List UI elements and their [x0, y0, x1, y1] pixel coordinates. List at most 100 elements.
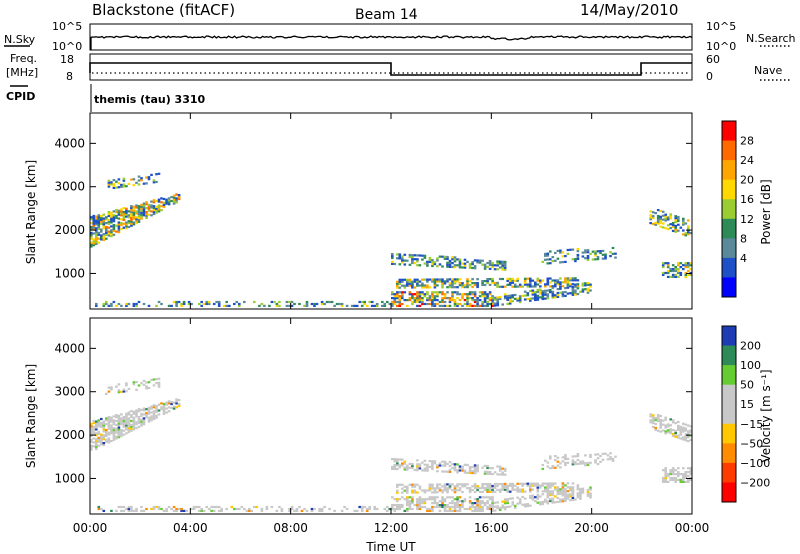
echo-cell	[677, 474, 680, 478]
echo-cell	[677, 219, 680, 222]
echo-cell	[586, 281, 590, 285]
echo-cell	[534, 297, 537, 300]
echo-cell	[175, 199, 178, 202]
echo-cell	[571, 486, 575, 489]
echo-cell	[97, 423, 101, 426]
echo-cell	[140, 418, 143, 421]
echo-cell	[458, 507, 462, 511]
echo-cell	[441, 300, 444, 304]
echo-cell	[443, 464, 447, 467]
echo-cell	[105, 233, 108, 236]
echo-cell	[551, 482, 555, 485]
echo-cell	[458, 504, 462, 507]
echo-cell	[253, 300, 256, 304]
echo-cell	[559, 261, 562, 264]
echo-cell	[689, 469, 693, 472]
echo-cell	[127, 507, 131, 511]
echo-cell	[416, 291, 419, 294]
echo-cell	[448, 278, 452, 281]
echo-cell	[549, 484, 552, 487]
echo-cell	[488, 486, 492, 490]
echo-cell	[398, 507, 402, 511]
echo-cell	[152, 416, 156, 419]
echo-cell	[217, 300, 221, 304]
echo-cell	[403, 278, 407, 281]
echo-cell	[566, 281, 570, 284]
echo-cell	[150, 405, 153, 408]
echo-cell	[687, 432, 690, 435]
echo-cell	[408, 278, 412, 281]
echo-cell	[463, 483, 467, 486]
echo-cell	[97, 419, 101, 422]
echo-cell	[393, 302, 397, 306]
echo-cell	[152, 179, 156, 182]
echo-cell	[172, 407, 176, 410]
echo-cell	[413, 491, 417, 494]
echo-cell	[130, 220, 133, 223]
echo-cell	[466, 304, 469, 307]
echo-cell	[674, 219, 677, 222]
echo-cell	[441, 496, 444, 499]
echo-cell	[564, 495, 567, 499]
echo-cell	[233, 507, 236, 511]
echo-cell	[132, 410, 136, 413]
echo-cell	[122, 388, 126, 391]
echo-cell	[516, 490, 519, 493]
echo-cell	[506, 298, 509, 301]
echo-cell	[130, 214, 133, 218]
echo-cell	[175, 193, 178, 196]
echo-cell	[453, 505, 457, 509]
echo-cell	[112, 182, 116, 186]
echo-cell	[90, 432, 93, 436]
echo-cell	[493, 484, 497, 488]
echo-cell	[105, 227, 108, 231]
echo-cell	[498, 277, 502, 281]
echo-cell	[453, 256, 457, 259]
echo-cell	[471, 278, 474, 281]
echo-cell	[120, 429, 123, 432]
echo-cell	[401, 255, 404, 258]
echo-cell	[340, 302, 344, 306]
echo-cell	[436, 485, 439, 488]
echo-cell	[120, 421, 123, 424]
echo-cell	[656, 417, 660, 421]
echo-cell	[197, 505, 201, 509]
echo-cell	[677, 467, 680, 470]
echo-cell	[140, 505, 143, 509]
echo-cell	[576, 453, 580, 456]
echo-cell	[536, 283, 540, 286]
echo-cell	[687, 233, 690, 236]
echo-cell	[408, 280, 412, 283]
echo-cell	[92, 232, 96, 235]
echo-cell	[486, 464, 489, 468]
echo-cell	[456, 286, 459, 289]
echo-cell	[107, 230, 111, 233]
echo-cell	[664, 432, 667, 435]
echo-cell	[496, 488, 499, 491]
echo-cell	[100, 421, 103, 424]
echo-cell	[584, 257, 587, 260]
echo-cell	[561, 460, 565, 463]
echo-cell	[453, 487, 457, 490]
echo-cell	[569, 277, 572, 280]
echo-cell	[651, 418, 655, 421]
echo-cell	[135, 507, 138, 511]
echo-cell	[100, 425, 103, 428]
echo-cell	[523, 490, 527, 493]
echo-cell	[110, 509, 113, 512]
echo-cell	[147, 178, 151, 181]
echo-cell	[105, 300, 108, 304]
echo-cell	[581, 491, 585, 494]
echo-cell	[466, 463, 469, 467]
echo-cell	[498, 266, 502, 269]
echo-cell	[423, 295, 427, 298]
echo-cell	[559, 500, 562, 503]
echo-cell	[107, 232, 111, 235]
echo-cell	[135, 388, 138, 391]
echo-cell	[476, 304, 479, 307]
echo-cell	[142, 206, 146, 209]
echo-cell	[438, 278, 442, 281]
echo-cell	[671, 467, 675, 470]
echo-cell	[523, 503, 527, 506]
echo-cell	[518, 295, 522, 298]
